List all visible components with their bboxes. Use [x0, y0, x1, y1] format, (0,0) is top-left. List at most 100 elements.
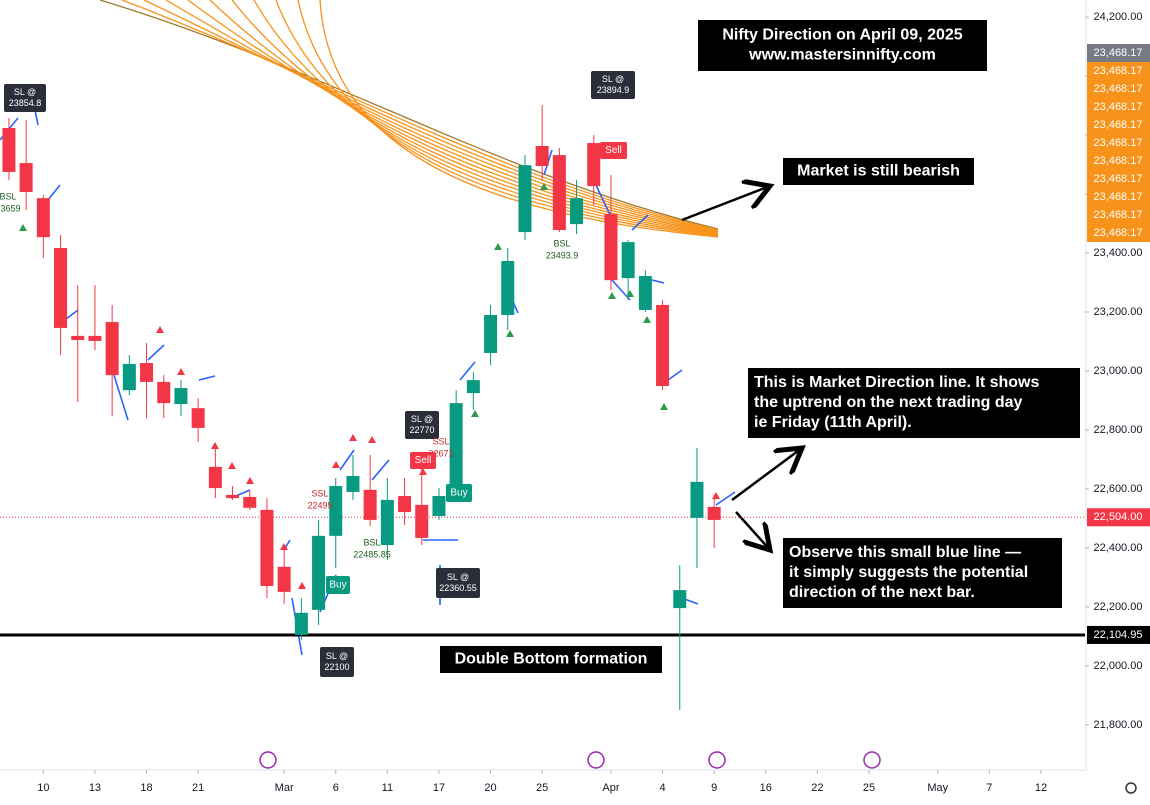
- annotation-text: 22360.55: [439, 583, 477, 593]
- price-tag: [1087, 98, 1150, 116]
- arrows: [681, 186, 802, 550]
- annotation-text: 22495: [307, 500, 332, 510]
- y-tick-label: 22,400.00: [1094, 542, 1143, 554]
- annotation-text: direction of the next bar.: [789, 584, 975, 601]
- candle-body: [140, 363, 154, 382]
- annotation-text: 23894.9: [597, 85, 630, 95]
- price-tag-label: 23,468.17: [1094, 47, 1143, 59]
- candle-body: [157, 381, 171, 404]
- annotation-box: [320, 647, 354, 677]
- price-tag-label: 23,468.17: [1094, 101, 1143, 113]
- x-tick-label: 7: [986, 782, 992, 794]
- annotation-text: This is Market Direction line. It shows: [754, 374, 1040, 391]
- annotation-box: [405, 411, 439, 439]
- annotation-text: ie Friday (11th April).: [754, 414, 912, 431]
- annotation-text: SL @: [326, 651, 348, 661]
- annotation-box: [4, 84, 46, 112]
- x-tick-label: 11: [382, 782, 393, 794]
- candle-body: [2, 127, 16, 172]
- candle-body: [570, 198, 584, 225]
- annotation-text: 23854.8: [9, 98, 42, 108]
- candle-body: [54, 248, 68, 328]
- annotation-box: [600, 142, 627, 159]
- annotation-text: SSL: [311, 488, 328, 498]
- candle-body: [122, 363, 136, 391]
- x-tick-label: 17: [433, 782, 445, 794]
- candle-body: [329, 486, 343, 536]
- annotation-box: [698, 20, 987, 71]
- candle-body: [501, 260, 515, 315]
- price-tag-label: 23,468.17: [1094, 137, 1143, 149]
- candle-body: [415, 504, 429, 538]
- candle-body: [552, 155, 566, 231]
- candle-body: [656, 304, 670, 387]
- price-tag: [1087, 44, 1150, 62]
- candle-body: [19, 163, 33, 192]
- candle-body: [346, 475, 360, 492]
- annotation-text: Buy: [329, 580, 346, 591]
- candle-body: [71, 335, 85, 341]
- price-tag-label: 22,104.95: [1094, 629, 1143, 641]
- ema-line: [253, 0, 719, 236]
- direction-lines: [0, 109, 736, 656]
- annotation-box: [748, 368, 1080, 438]
- x-tick-label: 10: [37, 782, 49, 794]
- price-tag-label: 23,468.17: [1094, 209, 1143, 221]
- ema-line: [121, 0, 719, 231]
- annotation-text: BSL: [0, 191, 17, 201]
- x-tick-label: Mar: [275, 782, 294, 794]
- price-tag-label: 23,468.17: [1094, 155, 1143, 167]
- x-tick-label: 13: [89, 782, 101, 794]
- ema-line: [297, 0, 719, 237]
- annotation-box: [436, 568, 480, 598]
- x-tick-label: 21: [192, 782, 204, 794]
- candle-body: [587, 143, 601, 187]
- y-tick-label: 21,800.00: [1094, 719, 1143, 731]
- candle-body: [690, 481, 704, 518]
- candle-body: [226, 494, 240, 499]
- annotation-text: the uptrend on the next trading day: [754, 394, 1023, 411]
- annotation-text: Sell: [605, 145, 622, 156]
- candle-body: [277, 566, 291, 592]
- y-tick-label: 22,200.00: [1094, 601, 1143, 613]
- ema-line: [187, 0, 719, 233]
- ema-line: [209, 0, 719, 234]
- price-tag: [1087, 80, 1150, 98]
- annotation-text: 22770: [409, 425, 434, 435]
- ema-line: [319, 0, 719, 238]
- annotation-text: 23493.9: [546, 250, 579, 260]
- annotation-text: Buy: [450, 488, 467, 499]
- x-tick-label: 22: [811, 782, 823, 794]
- ema-line: [143, 0, 719, 232]
- ema-ribbon: [99, 0, 719, 238]
- price-tag-label: 22,504.00: [1094, 511, 1143, 523]
- candle-body: [398, 496, 412, 512]
- ema-line: [275, 0, 719, 237]
- x-tick-label: 20: [484, 782, 496, 794]
- price-tag-label: 23,468.17: [1094, 65, 1143, 77]
- annotation-text: it simply suggests the potential: [789, 564, 1028, 581]
- x-tick-label: 25: [863, 782, 875, 794]
- annotation-text: Double Bottom formation: [455, 651, 648, 668]
- candle-body: [260, 509, 274, 586]
- annotation-text: www.mastersinnifty.com: [748, 47, 936, 64]
- candle-body: [88, 335, 102, 341]
- price-tag-label: 23,468.17: [1094, 227, 1143, 239]
- x-tick-label: 6: [333, 782, 339, 794]
- annotation-box: [446, 484, 472, 502]
- candle-body: [673, 590, 687, 609]
- ema-line: [99, 0, 719, 230]
- candle-body: [363, 489, 377, 520]
- price-tag: [1087, 224, 1150, 242]
- candle-body: [243, 496, 257, 508]
- candle-body: [380, 499, 394, 545]
- annotation-box: [440, 646, 662, 673]
- y-tick-label: 22,800.00: [1094, 424, 1143, 436]
- price-tag: [1087, 134, 1150, 152]
- toolbar-icons[interactable]: [259, 751, 1137, 794]
- candle-body: [535, 145, 549, 167]
- candle-body: [518, 165, 532, 233]
- candle-body: [484, 314, 498, 354]
- price-tag: [1087, 625, 1150, 644]
